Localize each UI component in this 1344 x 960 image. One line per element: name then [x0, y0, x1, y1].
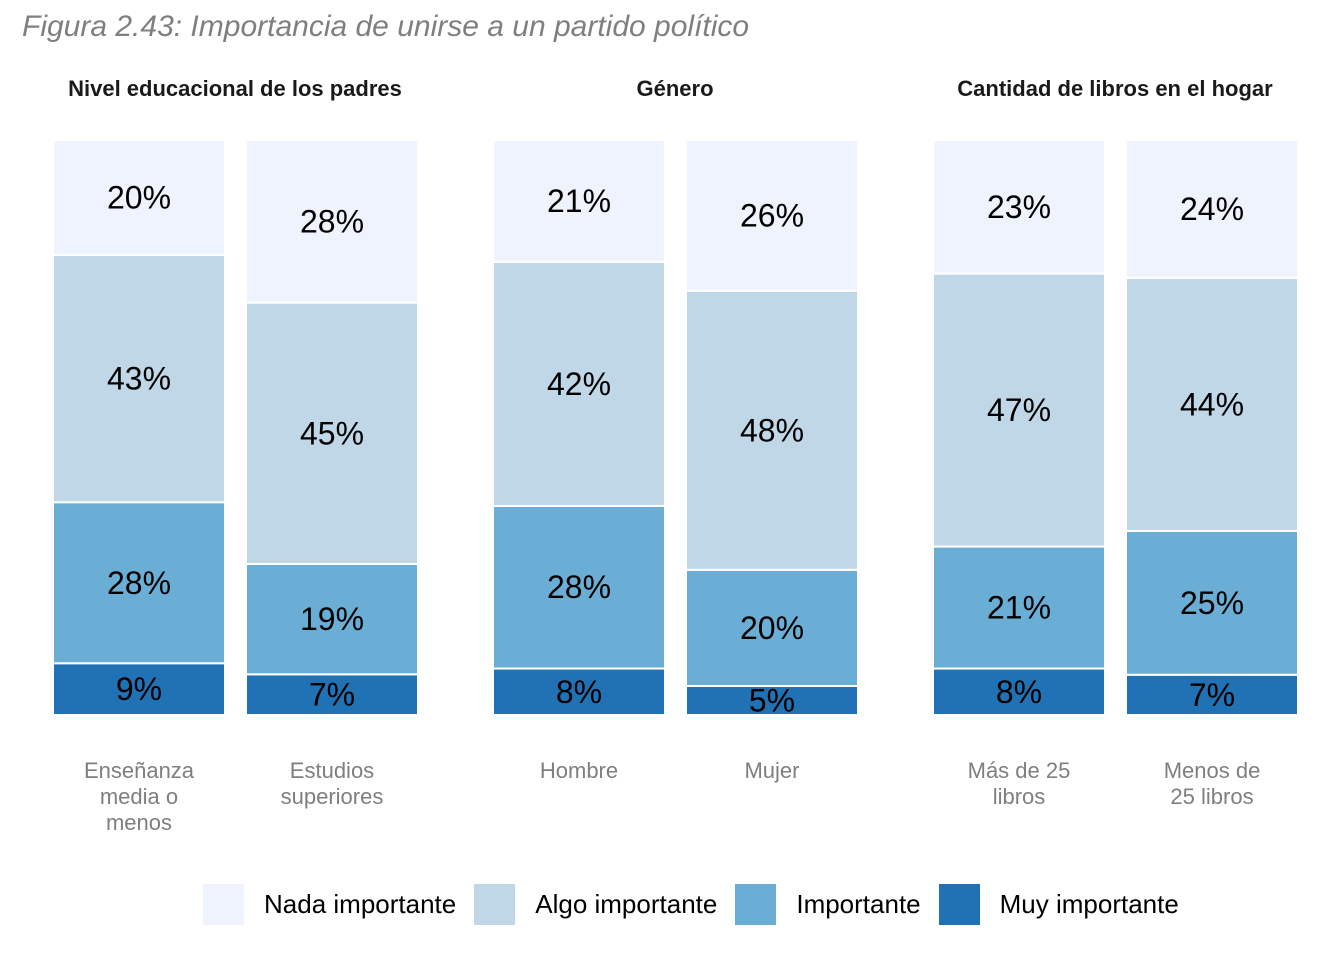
panel-1-bar-1-label-importante: 28% — [107, 565, 171, 601]
panel-3-bar-1-label-importante: 21% — [987, 590, 1051, 626]
panel-3-bar-2-segment-importante — [1125, 530, 1299, 676]
panel-1-bar-2-segment-nada-importante — [245, 139, 419, 304]
panel-2-bar-2-segment-algo-importante — [685, 290, 859, 571]
panel-1-bar-1-label-nada-importante: 20% — [107, 180, 171, 216]
panel-3-bar-2: 7% 25% 44% 24% — [1125, 139, 1299, 716]
legend-item-algo: Algo importante — [474, 884, 717, 925]
panel-2-bar-1-label-importante: 28% — [547, 569, 611, 605]
stacked-bar-chart: Nivel educacional de los padres 9% 28% 43% 2… — [52, 76, 1299, 835]
panel-1-bar-1-label-muy-importante: 9% — [116, 671, 162, 707]
legend-swatch-nada — [203, 884, 244, 925]
panel-2-bar-2-segment-nada-importante — [685, 139, 859, 293]
panel-1-bar-2-category: Estudios superiores — [281, 758, 384, 809]
panel-1-bar-2-label-algo-importante: 45% — [300, 415, 364, 451]
panel-3-bar-1-segment-algo-importante — [932, 272, 1106, 548]
panel-1-title: Nivel educacional de los padres — [68, 76, 402, 101]
panel-3-bar-2-label-importante: 25% — [1180, 585, 1244, 621]
panel-1-bar-1-category: Enseñanza media o menos — [84, 758, 195, 835]
panel-3-bar-2-segment-algo-importante — [1125, 277, 1299, 532]
panel-3-bar-1-segment-muy-importante — [932, 667, 1106, 716]
panel-2-bar-2-segment-muy-importante — [685, 684, 859, 716]
panel-1-bar-1-segment-nada-importante — [52, 139, 226, 256]
panel-1-bar-2-label-muy-importante: 7% — [309, 677, 355, 713]
panel-2-bar-2-label-nada-importante: 26% — [740, 198, 804, 234]
legend-item-imp: Importante — [735, 884, 921, 925]
legend-label-imp: Importante — [796, 889, 921, 919]
panel-2-bar-1-label-algo-importante: 42% — [547, 366, 611, 402]
legend-swatch-imp — [735, 884, 777, 925]
panel-1-bar-1-label-algo-importante: 43% — [107, 361, 171, 397]
panel-3-bar-1-segment-importante — [932, 545, 1106, 670]
legend-label-algo: Algo importante — [535, 889, 718, 919]
panel-2-bar-2-label-muy-importante: 5% — [749, 682, 795, 718]
panel-1-bar-2: 7% 19% 45% 28% — [245, 139, 419, 717]
panel-3-bar-1-label-algo-importante: 47% — [987, 392, 1051, 428]
panel-3-bar-2-label-nada-importante: 24% — [1180, 191, 1244, 227]
panel-3-title: Cantidad de libros en el hogar — [957, 76, 1273, 101]
legend-swatch-algo — [474, 884, 516, 925]
panel-2-bar-1-segment-algo-importante — [492, 260, 666, 507]
panel-3-bar-2-label-algo-importante: 44% — [1180, 387, 1244, 423]
panel-2-bar-2-segment-importante — [685, 568, 859, 687]
panel-3-bar-1-label-muy-importante: 8% — [996, 674, 1042, 710]
panel-3-bar-1-segment-nada-importante — [932, 139, 1106, 275]
panel-2-bar-1-segment-nada-importante — [492, 139, 666, 263]
panel-3-bar-1: 8% 21% 47% 23% — [932, 139, 1106, 716]
legend-label-muy: Muy importante — [999, 889, 1179, 919]
panel-2-bar-1-segment-muy-importante — [492, 667, 666, 716]
panel-2-bar-1: 8% 28% 42% 21% — [492, 139, 666, 716]
panel-2-bar-1-label-muy-importante: 8% — [556, 674, 602, 710]
panel-3-bar-2-segment-nada-importante — [1125, 139, 1299, 279]
panel-1-bar-1: 9% 28% 43% 20% — [52, 139, 226, 716]
panel-3-bar-1-label-nada-importante: 23% — [987, 189, 1051, 225]
legend-label-nada: Nada importante — [264, 889, 457, 919]
panel-2-bar-1-label-nada-importante: 21% — [547, 183, 611, 219]
panel-3-bar-2-category: Menos de 25 libros — [1164, 758, 1261, 809]
legend-swatch-muy — [938, 884, 980, 925]
panel-1-bar-2-segment-algo-importante — [245, 301, 419, 565]
panel-1-bar-1-segment-algo-importante — [52, 254, 226, 504]
legend-item-nada: Nada importante — [203, 884, 456, 925]
panel-1-bar-2-label-importante: 19% — [300, 601, 364, 637]
panel-2-bar-2-category: Mujer — [744, 758, 799, 783]
panel-2-title: Género — [636, 76, 713, 101]
panel-1-bar-2-segment-importante — [245, 562, 419, 676]
panel-2-bar-2-label-algo-importante: 48% — [740, 412, 804, 448]
figure-title: Figura 2.43: Importancia de unirse a un … — [22, 10, 750, 43]
panel-1-bar-1-segment-muy-importante — [52, 662, 226, 716]
legend: Nada importante Algo importante Importan… — [203, 884, 1197, 925]
panel-2-bar-2-label-importante: 20% — [740, 610, 804, 646]
legend-item-muy: Muy importante — [938, 884, 1179, 925]
panel-1-bar-2-label-nada-importante: 28% — [300, 203, 364, 239]
panel-3-bar-1-category: Más de 25 libros — [968, 758, 1071, 809]
panel-2-bar-2: 5% 20% 48% 26% — [685, 139, 859, 718]
panel-3-bar-2-label-muy-importante: 7% — [1189, 677, 1235, 713]
panel-2-bar-1-category: Hombre — [540, 758, 618, 783]
